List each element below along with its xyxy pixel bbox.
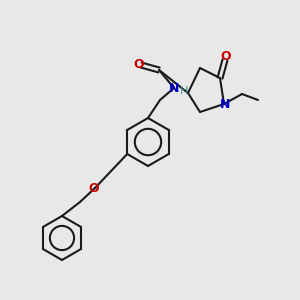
Text: O: O <box>134 58 144 70</box>
Text: N: N <box>169 82 179 94</box>
Text: O: O <box>89 182 99 194</box>
Text: H: H <box>180 86 188 96</box>
Text: N: N <box>220 98 230 110</box>
Text: O: O <box>221 50 231 62</box>
